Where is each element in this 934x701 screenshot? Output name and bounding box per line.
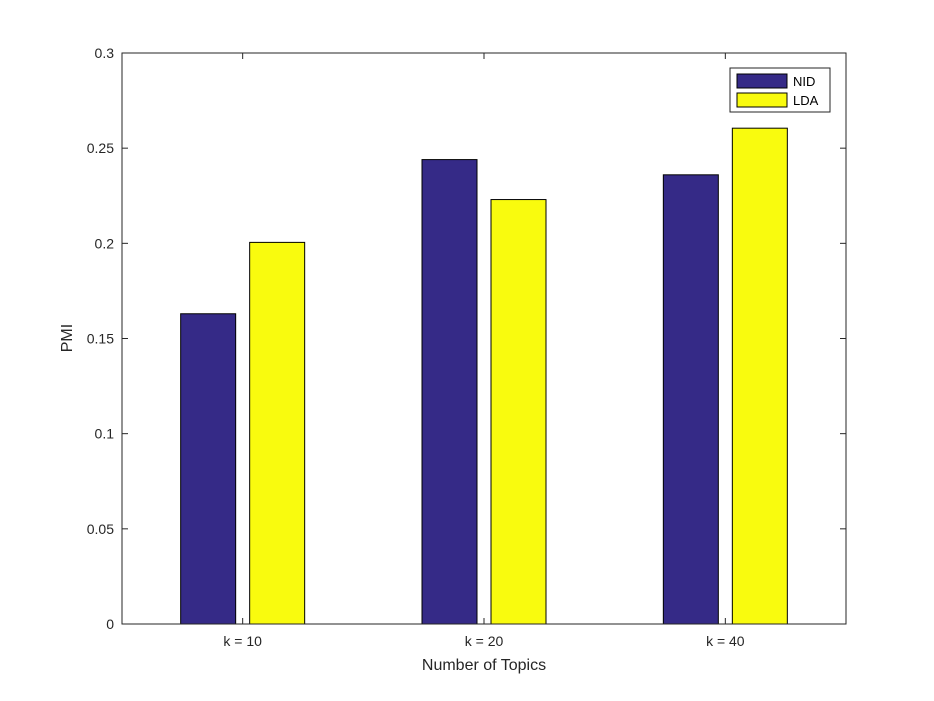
y-tick-label: 0.1 bbox=[95, 426, 115, 442]
plot-area bbox=[122, 53, 846, 624]
x-axis-ticks: k = 10 k = 20 k = 40 bbox=[223, 53, 745, 649]
legend-label-nid: NID bbox=[793, 74, 815, 89]
y-tick-label: 0.25 bbox=[87, 140, 114, 156]
y-tick-label: 0.2 bbox=[95, 235, 115, 251]
x-tick-label: k = 20 bbox=[465, 633, 504, 649]
bar-nid-1 bbox=[421, 159, 478, 625]
x-tick-label: k = 40 bbox=[706, 633, 745, 649]
legend-swatch-lda bbox=[736, 92, 788, 108]
legend: NID LDA bbox=[729, 67, 831, 113]
y-tick-label: 0.3 bbox=[95, 45, 115, 61]
y-axis-title: PMI bbox=[59, 324, 76, 352]
bar-lda-0 bbox=[249, 241, 306, 625]
bars-group bbox=[180, 127, 788, 625]
bar-lda-1 bbox=[490, 199, 547, 625]
bar-lda-2 bbox=[731, 127, 788, 625]
bar-nid-0 bbox=[180, 313, 237, 625]
y-tick-label: 0.05 bbox=[87, 521, 114, 537]
legend-swatch-nid bbox=[736, 73, 788, 89]
y-axis-ticks: 0 0.05 0.1 0.15 0.2 0.25 0.3 bbox=[87, 45, 846, 632]
y-tick-label: 0 bbox=[106, 616, 114, 632]
bar-nid-2 bbox=[662, 174, 719, 625]
legend-label-lda: LDA bbox=[793, 93, 819, 108]
x-axis-title: Number of Topics bbox=[422, 657, 546, 674]
x-tick-label: k = 10 bbox=[223, 633, 262, 649]
y-tick-label: 0.15 bbox=[87, 331, 114, 347]
